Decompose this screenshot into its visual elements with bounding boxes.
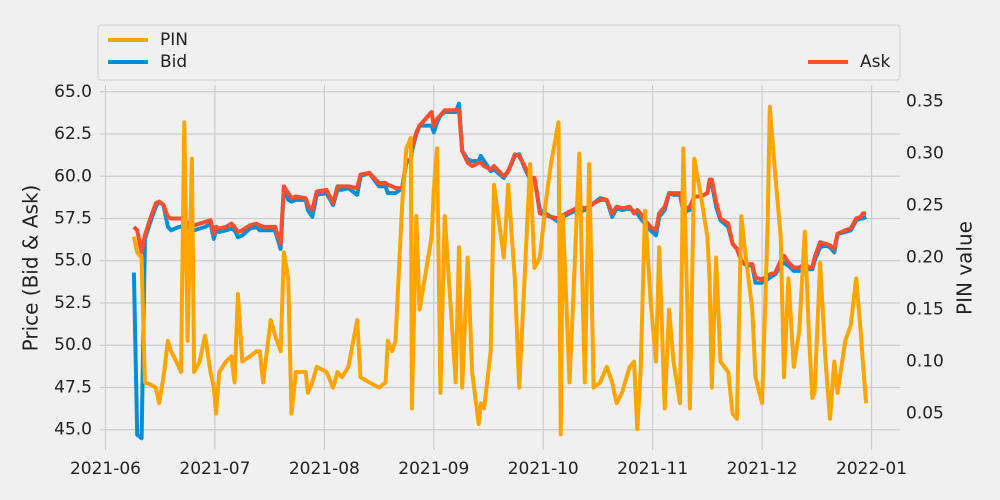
- y-tick-label: 47.5: [54, 377, 92, 397]
- y2-tick-label: 0.35: [906, 92, 944, 112]
- y-tick-label: 60.0: [54, 166, 92, 186]
- y2-tick-label: 0.30: [906, 144, 944, 164]
- y-tick-label: 65.0: [54, 82, 92, 102]
- y-tick-label: 52.5: [54, 293, 92, 313]
- y2-tick-label: 0.05: [906, 404, 944, 424]
- legend-label: PIN: [160, 30, 188, 50]
- x-tick-label: 2021-10: [508, 459, 579, 479]
- x-tick-label: 2021-07: [179, 459, 250, 479]
- y2-axis-title: PIN value: [953, 221, 977, 315]
- y2-tick-label: 0.25: [906, 196, 944, 216]
- line-series: [132, 108, 867, 282]
- x-tick-label: 2021-09: [398, 459, 469, 479]
- x-tick-label: 2021-11: [617, 459, 688, 479]
- y-tick-label: 62.5: [54, 124, 92, 144]
- y-tick-label: 45.0: [54, 420, 92, 440]
- x-tick-label: 2022-01: [836, 459, 907, 479]
- legend-label: Ask: [860, 52, 890, 72]
- legend-box: [97, 24, 901, 81]
- y2-tick-label: 0.20: [906, 248, 944, 268]
- y-tick-label: 50.0: [54, 335, 92, 355]
- line-series: [131, 104, 869, 437]
- y-tick-label: 57.5: [54, 208, 92, 228]
- legend-label: Bid: [160, 52, 187, 72]
- x-tick-label: 2021-08: [289, 459, 360, 479]
- y2-tick-label: 0.10: [906, 352, 944, 372]
- y-tick-label: 55.0: [54, 251, 92, 271]
- x-tick-label: 2021-12: [727, 459, 798, 479]
- y2-tick-label: 0.15: [906, 300, 944, 320]
- y-axis-title: Price (Bid & Ask): [19, 185, 43, 352]
- x-tick-label: 2021-06: [70, 459, 141, 479]
